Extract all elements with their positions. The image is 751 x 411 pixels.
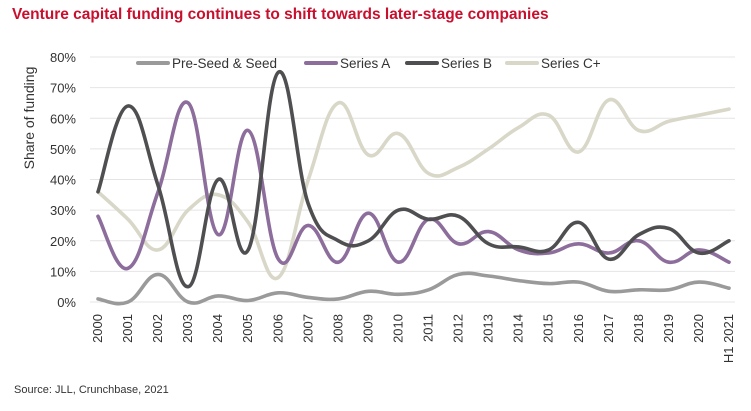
x-tick-label: 2006 xyxy=(270,314,285,343)
series-line-series-b xyxy=(96,70,731,289)
y-tick-label: 10% xyxy=(50,264,76,279)
x-tick-label: 2005 xyxy=(240,314,255,343)
x-tick-label: 2014 xyxy=(511,314,526,343)
x-tick-label: 2007 xyxy=(300,314,315,343)
series-line-pre-seed-seed xyxy=(96,271,731,306)
x-axis-ticks: 2000 2001 2002 2003 2004 2005 2006 2007 2008 2009… xyxy=(90,314,736,363)
x-tick-label: 2019 xyxy=(661,314,676,343)
y-tick-label: 40% xyxy=(50,173,76,188)
legend-label: Series C+ xyxy=(541,56,601,71)
y-axis-ticks: 0% 10% 20% 30% 40% 50% 60% 70% 80% xyxy=(50,50,76,310)
x-tick-label: 2012 xyxy=(451,314,466,343)
x-tick-label: 2003 xyxy=(180,314,195,343)
y-axis-label: Share of funding xyxy=(21,67,37,170)
x-tick-label: 2013 xyxy=(481,314,496,343)
x-tick-label: 2008 xyxy=(330,314,345,343)
source-note: Source: JLL, Crunchbase, 2021 xyxy=(14,384,169,396)
gridlines xyxy=(90,56,735,303)
x-tick-label: 2017 xyxy=(601,314,616,343)
line-chart: 0%10%20%30%40%50%60%70%80% 2000 2001 2002 2… xyxy=(21,50,736,363)
x-tick-label: 2020 xyxy=(691,314,706,343)
x-tick-label: H1 2021 xyxy=(721,314,736,363)
series-line-series-a xyxy=(96,100,731,271)
legend-label: Series A xyxy=(340,56,390,71)
y-tick-label: 30% xyxy=(50,203,76,218)
y-tick-label: 50% xyxy=(50,142,76,157)
x-tick-label: 2002 xyxy=(150,314,165,343)
x-tick-label: 2000 xyxy=(90,314,105,343)
legend-label: Pre-Seed & Seed xyxy=(172,56,277,71)
x-tick-label: 2016 xyxy=(571,314,586,343)
x-tick-label: 2010 xyxy=(390,314,405,343)
y-tick-label: 20% xyxy=(50,234,76,249)
legend-label: Series B xyxy=(441,56,492,71)
y-tick-label: 70% xyxy=(50,81,76,96)
x-tick-label: 2011 xyxy=(421,314,436,342)
x-tick-label: 2004 xyxy=(210,314,225,343)
chart-title: Venture capital funding continues to shi… xyxy=(12,6,549,23)
y-tick-label: 0% xyxy=(57,295,76,310)
x-tick-label: 2018 xyxy=(631,314,646,343)
series-lines xyxy=(96,70,731,306)
legend: Pre-Seed & Seed Series A Series B Series C+ xyxy=(136,56,601,71)
x-tick-label: 2009 xyxy=(360,314,375,343)
x-tick-label: 2015 xyxy=(541,314,556,343)
x-tick-label: 2001 xyxy=(120,314,135,343)
y-tick-label: 80% xyxy=(50,50,76,65)
y-tick-label: 60% xyxy=(50,111,76,126)
series-line-series-c- xyxy=(96,98,731,281)
